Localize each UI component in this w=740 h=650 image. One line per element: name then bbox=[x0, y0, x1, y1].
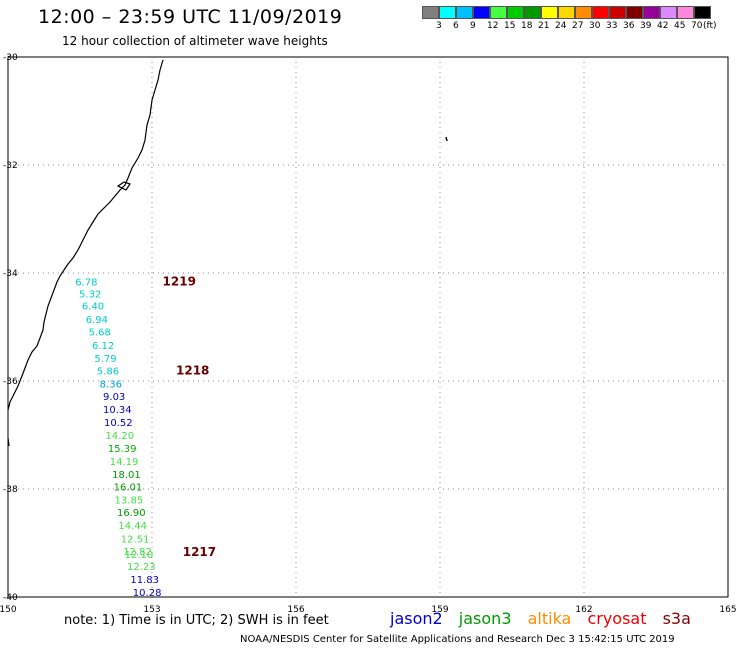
map-subtitle: 12 hour collection of altimeter wave hei… bbox=[62, 34, 328, 48]
legend-labels: 3 6 9 12 15 18 21 24 27 30 33 36 39 42 45 70 (ft) bbox=[422, 19, 717, 31]
wave-height-value: 10.52 bbox=[104, 418, 133, 429]
legend-swatch bbox=[541, 6, 558, 19]
legend-tick-label: 3 bbox=[436, 21, 442, 31]
sat-altika: altika bbox=[527, 609, 572, 628]
wave-height-value: 9.03 bbox=[103, 392, 125, 403]
wave-height-value: 12.51 bbox=[121, 535, 150, 546]
wave-height-value: 14.44 bbox=[118, 521, 147, 532]
wave-height-value: 10.28 bbox=[133, 588, 162, 599]
sat-jason3: jason3 bbox=[458, 609, 512, 628]
legend-swatch bbox=[643, 6, 660, 19]
legend-tick-label: 18 bbox=[521, 21, 533, 31]
lat-tick-label: -36 bbox=[3, 377, 18, 387]
coastline-island bbox=[116, 181, 131, 191]
wave-height-value: 8.36 bbox=[100, 380, 122, 391]
lat-tick-label: -38 bbox=[3, 485, 18, 495]
legend-swatch bbox=[524, 6, 541, 19]
coastline bbox=[7, 59, 164, 411]
legend-swatch bbox=[592, 6, 609, 19]
wave-height-value: 12.82 bbox=[123, 547, 152, 558]
sat-jason2: jason2 bbox=[390, 609, 443, 628]
legend-swatches bbox=[422, 6, 711, 19]
legend-tick-label: 45 bbox=[674, 21, 686, 31]
legend-tick-label: 42 bbox=[657, 21, 669, 31]
wave-height-value: 12.23 bbox=[127, 562, 156, 573]
legend-swatch bbox=[626, 6, 643, 19]
legend-swatch bbox=[507, 6, 524, 19]
wave-height-value: 14.19 bbox=[110, 457, 139, 468]
legend-swatch bbox=[660, 6, 677, 19]
legend-tick-label: 30 bbox=[589, 21, 601, 31]
wave-height-value: 15.39 bbox=[108, 444, 137, 455]
wave-height-value: 6.94 bbox=[86, 315, 108, 326]
lon-tick-label: 156 bbox=[287, 605, 304, 615]
wave-height-value: 6.40 bbox=[82, 301, 104, 312]
lon-tick-label: 162 bbox=[575, 605, 592, 615]
wave-height-value: 16.01 bbox=[114, 482, 143, 493]
wave-height-value: 5.32 bbox=[79, 290, 101, 301]
legend-swatch bbox=[694, 6, 711, 19]
lat-tick-label: -32 bbox=[3, 161, 18, 171]
legend-swatch bbox=[473, 6, 490, 19]
legend-swatch bbox=[677, 6, 694, 19]
legend-tick-label: 39 bbox=[640, 21, 652, 31]
map-title: 12:00 – 23:59 UTC 11/09/2019 bbox=[38, 6, 343, 28]
wave-height-value: 18.01 bbox=[112, 470, 141, 481]
grid-lines bbox=[7, 56, 729, 598]
satellite-legend: jason2 jason3 altika cryosat s3a bbox=[390, 609, 702, 628]
color-legend: 3 6 9 12 15 18 21 24 27 30 33 36 39 42 45 70 (ft) bbox=[422, 6, 717, 31]
legend-tick-label: 70 bbox=[691, 21, 703, 31]
lat-tick-label: -34 bbox=[3, 269, 18, 279]
sat-cryosat: cryosat bbox=[587, 609, 647, 628]
sat-s3a: s3a bbox=[662, 609, 691, 628]
wave-height-value: 13.85 bbox=[115, 495, 144, 506]
legend-tick-label: 36 bbox=[623, 21, 635, 31]
wave-height-value: 10.34 bbox=[103, 405, 132, 416]
legend-unit: (ft) bbox=[703, 21, 717, 31]
pass-number-label: 1218 bbox=[176, 364, 209, 378]
legend-tick-label: 15 bbox=[504, 21, 516, 31]
lat-tick-label: -40 bbox=[3, 593, 18, 603]
legend-tick-label: 6 bbox=[453, 21, 459, 31]
lon-tick-label: 159 bbox=[431, 605, 448, 615]
wave-height-points: 6.785.326.40 6.945.68 6.12 5.79 5.86 8.369.03… bbox=[75, 278, 161, 600]
legend-tick-label: 21 bbox=[538, 21, 550, 31]
lon-tick-label: 150 bbox=[0, 605, 17, 615]
wave-height-value: 16.90 bbox=[117, 508, 146, 519]
lon-tick-label: 165 bbox=[719, 605, 736, 615]
axis-labels: 150 153 156 159 162 165 -30 -32 -34 -36 -38 -40 bbox=[0, 53, 737, 615]
legend-tick-label: 24 bbox=[555, 21, 567, 31]
wave-height-value: 6.12 bbox=[92, 341, 114, 352]
pass-number-label: 1217 bbox=[183, 545, 216, 559]
wave-height-value: 12.10 bbox=[125, 550, 154, 561]
legend-tick-label: 9 bbox=[470, 21, 476, 31]
pass-number-label: 1219 bbox=[163, 275, 196, 289]
wave-height-value: 5.79 bbox=[94, 354, 116, 365]
note-text: note: 1) Time is in UTC; 2) SWH is in fe… bbox=[64, 613, 329, 628]
footer-credit: NOAA/NESDIS Center for Satellite Applica… bbox=[240, 634, 675, 645]
coastline-fragment bbox=[7, 437, 10, 447]
legend-swatch bbox=[558, 6, 575, 19]
wave-height-value: 11.83 bbox=[130, 575, 159, 586]
legend-tick-label: 33 bbox=[606, 21, 618, 31]
legend-swatch bbox=[422, 6, 439, 19]
wave-height-value: 14.20 bbox=[105, 431, 134, 442]
map-frame bbox=[7, 56, 729, 598]
wave-height-value: 5.68 bbox=[89, 327, 111, 338]
legend-swatch bbox=[456, 6, 473, 19]
legend-swatch bbox=[609, 6, 626, 19]
legend-tick-label: 27 bbox=[572, 21, 584, 31]
legend-swatch bbox=[575, 6, 592, 19]
legend-swatch bbox=[490, 6, 507, 19]
lon-tick-label: 153 bbox=[143, 605, 160, 615]
legend-tick-label: 12 bbox=[487, 21, 499, 31]
pass-labels: 1219 1218 1217 bbox=[163, 275, 217, 560]
wave-height-value: 6.78 bbox=[75, 278, 97, 289]
legend-swatch bbox=[439, 6, 456, 19]
wave-height-value: 5.86 bbox=[97, 367, 119, 378]
lat-tick-label: -30 bbox=[3, 53, 18, 63]
island-marker bbox=[445, 136, 448, 142]
